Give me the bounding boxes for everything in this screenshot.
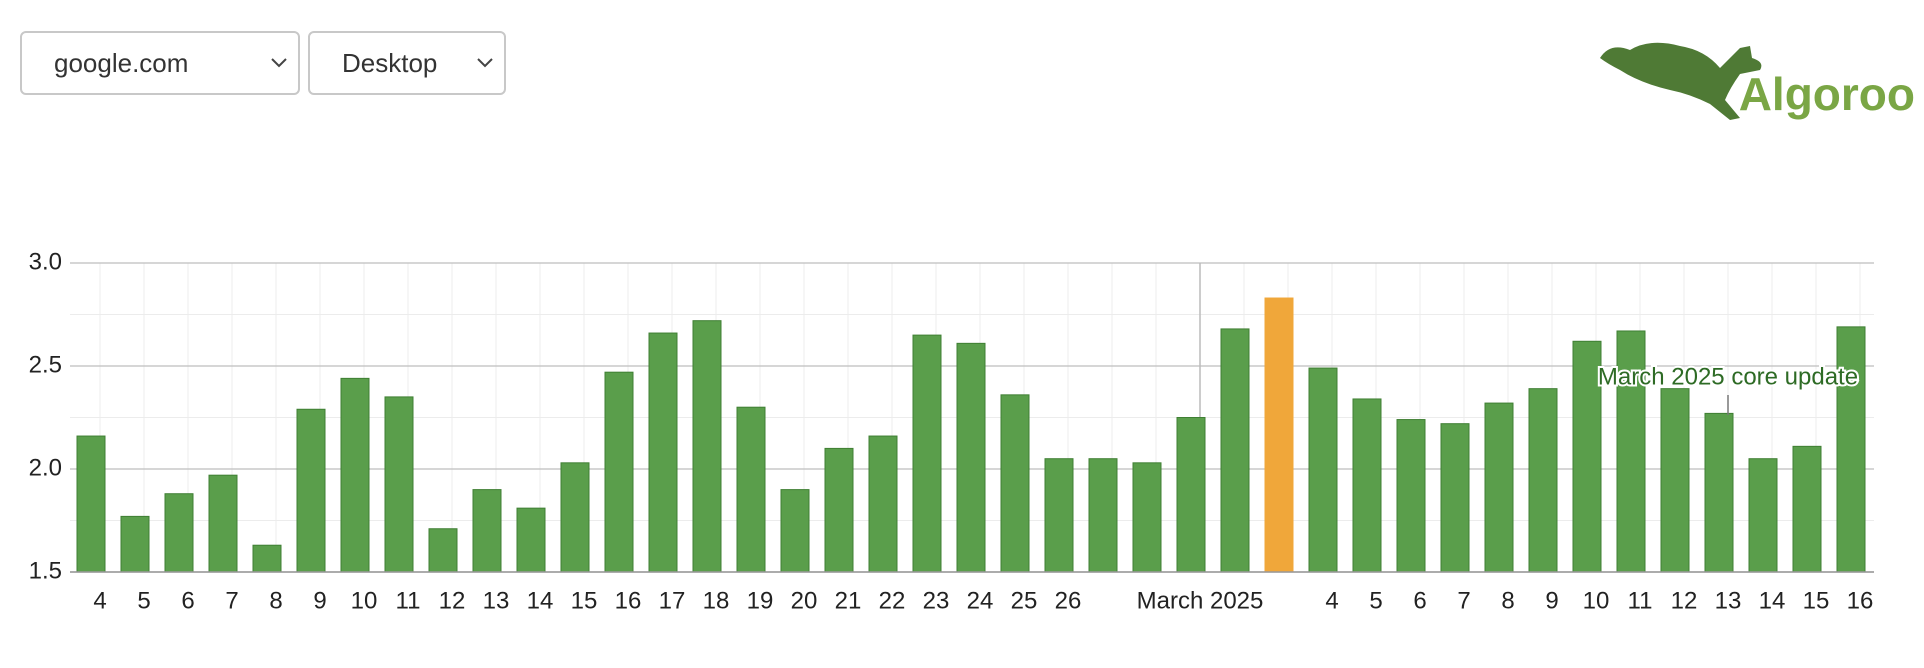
bar <box>252 544 282 573</box>
x-tick-label: 9 <box>1545 587 1558 614</box>
x-tick-label: 24 <box>967 587 994 614</box>
x-tick-label: 20 <box>791 587 818 614</box>
x-tick-label: 13 <box>483 587 510 614</box>
bar <box>1572 340 1602 573</box>
x-tick-label: 15 <box>571 587 598 614</box>
x-tick-label: 12 <box>439 587 466 614</box>
x-tick-label: 13 <box>1715 587 1742 614</box>
x-tick-label: 19 <box>747 587 774 614</box>
chevron <box>477 58 493 68</box>
x-tick-label: 8 <box>1501 587 1514 614</box>
bar <box>1660 388 1690 573</box>
bar <box>1044 458 1074 573</box>
bar <box>120 515 150 573</box>
bar <box>1176 417 1206 573</box>
x-tick-label: 7 <box>1457 587 1470 614</box>
chevron <box>271 58 287 68</box>
x-tick-label: 17 <box>659 587 686 614</box>
x-tick-label: 21 <box>835 587 862 614</box>
x-tick-label: 23 <box>923 587 950 614</box>
bar <box>164 493 194 573</box>
x-tick-label: 5 <box>137 587 150 614</box>
bar <box>472 489 502 573</box>
x-tick-label: 26 <box>1055 587 1082 614</box>
bar <box>780 489 810 573</box>
bar <box>1088 458 1118 573</box>
bar <box>1836 326 1866 573</box>
x-tick-label: 4 <box>93 587 106 614</box>
bar <box>956 342 986 573</box>
x-tick-label: 16 <box>1847 587 1874 614</box>
y-tick-label: 2.5 <box>29 351 62 378</box>
bar <box>428 528 458 573</box>
bar <box>1528 388 1558 573</box>
x-tick-label: 7 <box>225 587 238 614</box>
bar <box>296 408 326 573</box>
bar <box>1396 419 1426 573</box>
device-select[interactable]: Desktop <box>308 31 506 95</box>
bar <box>1000 394 1030 573</box>
bar <box>1352 398 1382 573</box>
bar <box>516 507 546 573</box>
x-tick-label: 6 <box>181 587 194 614</box>
x-tick-label: 11 <box>1628 587 1653 614</box>
site-select-text: google.com <box>54 47 189 78</box>
bar <box>868 435 898 573</box>
x-tick-label: March 2025 <box>1137 587 1264 614</box>
bar <box>76 435 106 573</box>
x-tick-label: 4 <box>1325 587 1338 614</box>
logo: Algoroo <box>1600 42 1915 120</box>
y-tick-label: 1.5 <box>29 557 62 584</box>
bar <box>604 371 634 573</box>
bar <box>912 334 942 573</box>
site-select[interactable]: google.com <box>20 31 300 95</box>
x-tick-label: 16 <box>615 587 642 614</box>
logo-kangaroo <box>1600 42 1762 120</box>
device-select-text: Desktop <box>342 47 438 78</box>
bar <box>736 406 766 573</box>
x-tick-label: 25 <box>1011 587 1038 614</box>
x-tick-label: 22 <box>879 587 906 614</box>
bar <box>560 462 590 573</box>
bar <box>1484 402 1514 573</box>
bar <box>1748 458 1778 573</box>
bar <box>1220 328 1250 573</box>
logo-text: Algoroo <box>1739 68 1915 120</box>
x-tick-label: 8 <box>269 587 282 614</box>
y-tick-label: 3.0 <box>29 248 62 275</box>
annotation: March 2025 core update <box>1598 363 1858 390</box>
bar <box>340 377 370 573</box>
bar <box>1264 297 1294 573</box>
bar <box>824 447 854 573</box>
bar <box>1792 445 1822 573</box>
x-tick-label: 14 <box>527 587 554 614</box>
x-tick-label: 6 <box>1413 587 1426 614</box>
bar <box>1440 423 1470 573</box>
x-tick-label: 9 <box>313 587 326 614</box>
bar <box>208 474 238 573</box>
bar <box>648 332 678 573</box>
bar <box>692 320 722 573</box>
x-tick-label: 15 <box>1803 587 1830 614</box>
bar <box>1132 462 1162 573</box>
y-tick-label: 2.0 <box>29 454 62 481</box>
bar <box>384 396 414 573</box>
x-tick-label: 10 <box>1583 587 1610 614</box>
x-tick-label: 10 <box>351 587 378 614</box>
x-tick-label: 12 <box>1671 587 1698 614</box>
x-tick-label: 11 <box>396 587 421 614</box>
x-tick-label: 5 <box>1369 587 1382 614</box>
bar <box>1704 412 1734 573</box>
x-tick-label: 14 <box>1759 587 1786 614</box>
bar <box>1616 330 1646 573</box>
bar <box>1308 367 1338 573</box>
x-tick-label: 18 <box>703 587 730 614</box>
